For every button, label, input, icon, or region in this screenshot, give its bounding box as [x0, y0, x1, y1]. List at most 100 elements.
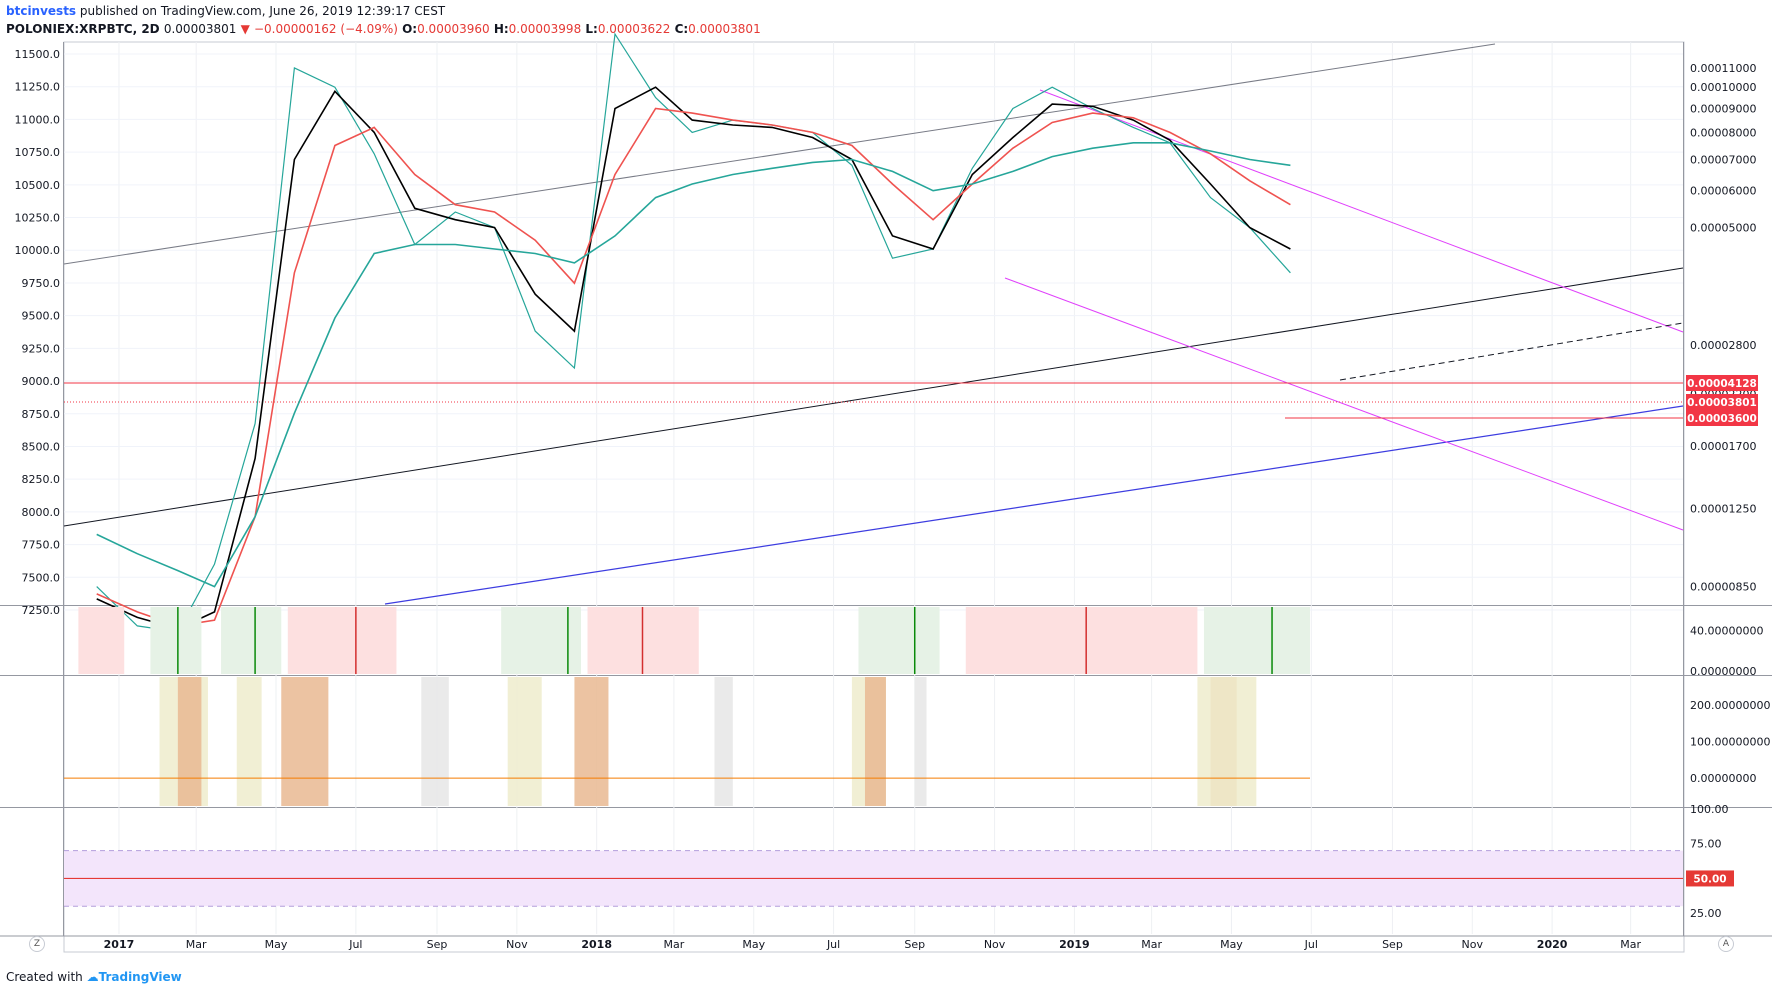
left-axis-tick: 8750.0: [22, 408, 61, 421]
left-axis-tick: 8250.0: [22, 473, 61, 486]
x-tick-label: Nov: [506, 938, 528, 951]
tradingview-logo[interactable]: ☁TradingView: [87, 970, 182, 984]
x-tick-label: Jul: [826, 938, 840, 951]
price-label-text: 0.00003600: [1687, 413, 1757, 425]
signal-band: [1203, 607, 1310, 674]
price-change: −0.00000162 (−4.09%): [253, 22, 398, 36]
open-value: 0.00003960: [417, 22, 490, 36]
dashed-projection-line: [1339, 322, 1684, 381]
left-axis-tick: 11250.0: [15, 81, 61, 94]
left-axis-tick: 7250.0: [22, 604, 61, 617]
osc2-tick: 0.00000000: [1690, 772, 1756, 785]
right-axis-tick: 0.00011000: [1690, 62, 1756, 75]
x-tick-label: 2017: [104, 938, 135, 951]
x-tick-label: Mar: [1141, 938, 1162, 951]
osc1-tick: 40.00000000: [1690, 624, 1763, 637]
x-tick-label: Mar: [664, 938, 685, 951]
x-tick-label: 2019: [1059, 938, 1090, 951]
auto-scale-button[interactable]: A: [1718, 936, 1734, 952]
left-axis-tick: 11000.0: [15, 113, 61, 126]
right-axis-tick: 0.00005000: [1690, 222, 1756, 235]
osc2-tick: 100.00000000: [1690, 736, 1770, 749]
x-tick-label: Mar: [1620, 938, 1641, 951]
price-label-box: [1686, 410, 1758, 426]
x-tick-label: Nov: [984, 938, 1006, 951]
x-tick-label: Mar: [186, 938, 207, 951]
left-axis-tick: 9500.0: [22, 310, 61, 323]
volatility-band: [914, 677, 927, 806]
signal-band: [501, 607, 581, 674]
right-axis-tick: 0.00001700: [1690, 440, 1756, 453]
volatility-band: [421, 677, 449, 806]
price-label-box: [1686, 394, 1758, 410]
rsi-midline-label: 50.00: [1693, 873, 1726, 885]
volatility-band: [714, 677, 733, 806]
x-tick-label: May: [1220, 938, 1243, 951]
left-axis-tick: 8500.0: [22, 440, 61, 453]
left-axis-tick: 9000.0: [22, 375, 61, 388]
osc1-tick: 0.00000000: [1690, 665, 1756, 678]
left-axis-tick: 10500.0: [15, 179, 61, 192]
tradingview-brand: TradingView: [98, 970, 182, 984]
pink-channel-bottom: [1004, 277, 1684, 531]
tradingview-cloud-icon: ☁: [86, 970, 99, 984]
low-label: L:: [585, 22, 598, 36]
right-axis-tick: 0.00010000: [1690, 81, 1756, 94]
x-tick-label: Sep: [427, 938, 448, 951]
price-series-line: [96, 107, 1291, 627]
change-arrow-icon: ▼: [240, 22, 250, 36]
volatility-band: [236, 677, 262, 806]
signal-band: [221, 607, 282, 674]
volatility-band: [864, 677, 886, 806]
high-value: 0.00003998: [508, 22, 582, 36]
left-axis-tick: 7500.0: [22, 571, 61, 584]
publisher-name[interactable]: btcinvests: [6, 4, 77, 18]
right-axis-tick: 0.00007000: [1690, 153, 1756, 166]
publish-info: btcinvests published on TradingView.com,…: [6, 4, 445, 18]
x-tick-label: May: [742, 938, 765, 951]
right-axis-tick: 0.00009000: [1690, 103, 1756, 116]
created-with-text: Created with: [6, 970, 83, 984]
zoom-button[interactable]: Z: [29, 936, 45, 952]
left-axis-tick: 9250.0: [22, 342, 61, 355]
signal-band: [858, 607, 940, 674]
volatility-band: [177, 677, 202, 806]
volatility-band: [281, 677, 329, 806]
last-price: 0.00003801: [163, 22, 237, 36]
osc2-tick: 200.00000000: [1690, 699, 1770, 712]
x-tick-label: Jul: [348, 938, 362, 951]
close-label: C:: [674, 22, 689, 36]
left-axis-tick: 10000.0: [15, 244, 61, 257]
price-label-text: 0.00004128: [1687, 378, 1757, 390]
footer: Created with ☁TradingView: [6, 970, 182, 984]
rsi-tick: 100.00: [1690, 803, 1729, 816]
x-tick-label: 2018: [581, 938, 612, 951]
rsi-tick: 25.00: [1690, 907, 1722, 920]
rsi-tick: 75.00: [1690, 838, 1722, 851]
mid-channel-line: [63, 267, 1684, 527]
symbol-name[interactable]: POLONIEX:XRPBTC, 2D: [6, 22, 160, 36]
right-axis-tick: 0.00001250: [1690, 502, 1756, 515]
volatility-band: [574, 677, 609, 806]
x-tick-label: Jul: [1304, 938, 1318, 951]
upper-channel-line: [63, 43, 1496, 265]
right-axis-tick: 0.00000850: [1690, 581, 1756, 594]
x-tick-label: Nov: [1462, 938, 1484, 951]
symbol-legend: POLONIEX:XRPBTC, 2D 0.00003801 ▼ −0.0000…: [6, 22, 761, 36]
rsi-midline-label-box: [1686, 870, 1734, 887]
left-axis-tick: 11500.0: [15, 48, 61, 61]
right-axis-tick: 0.00006000: [1690, 185, 1756, 198]
published-text: published on TradingView.com, June 26, 2…: [79, 4, 446, 18]
right-axis-tick: 0.00008000: [1690, 126, 1756, 139]
price-series-line: [96, 86, 1291, 630]
right-axis-tick: 0.00002800: [1690, 339, 1756, 352]
left-axis-tick: 9750.0: [22, 277, 61, 290]
high-label: H:: [493, 22, 509, 36]
volatility-band: [507, 677, 542, 806]
volatility-band: [1197, 677, 1257, 806]
signal-band: [965, 607, 1198, 674]
signal-band: [287, 607, 397, 674]
left-axis-tick: 7750.0: [22, 539, 61, 552]
price-label-box: [1686, 375, 1758, 391]
